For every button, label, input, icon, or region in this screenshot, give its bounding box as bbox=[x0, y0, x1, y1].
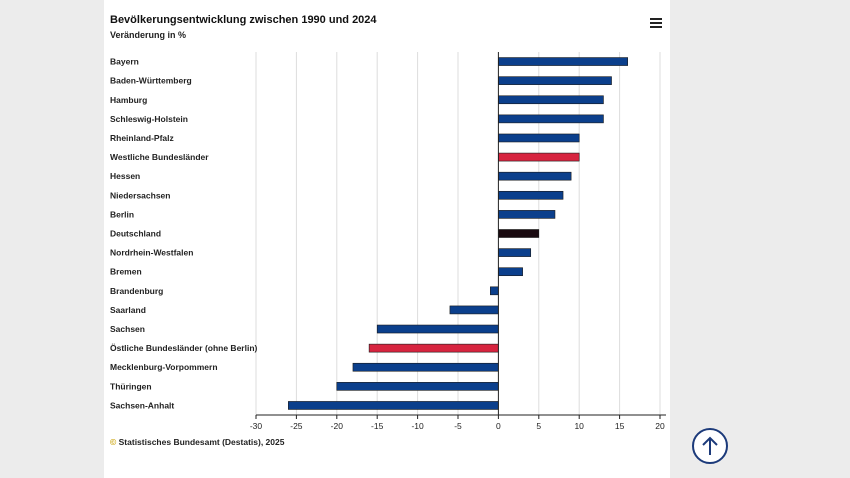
category-label: Baden-Württemberg bbox=[110, 76, 192, 86]
bar bbox=[490, 286, 499, 296]
x-tick-label: 15 bbox=[615, 421, 625, 431]
destatis-logo: © bbox=[110, 437, 117, 447]
x-tick-label: 10 bbox=[574, 421, 584, 431]
chart-title: Bevölkerungsentwicklung zwischen 1990 un… bbox=[110, 14, 377, 26]
category-label: Hessen bbox=[110, 171, 140, 181]
x-tick-label: -30 bbox=[250, 421, 263, 431]
bar bbox=[498, 76, 612, 85]
bar bbox=[368, 343, 499, 353]
x-tick-label: 0 bbox=[496, 421, 501, 431]
x-tick-label: 5 bbox=[536, 421, 541, 431]
hamburger-menu-icon[interactable] bbox=[650, 18, 662, 30]
bar bbox=[498, 57, 628, 66]
bar bbox=[498, 190, 564, 200]
category-label: Bayern bbox=[110, 57, 139, 67]
source-text: Statistisches Bundesamt (Destatis), 2025 bbox=[118, 437, 285, 447]
arrow-up-icon bbox=[702, 436, 718, 455]
bar bbox=[498, 133, 580, 143]
chart-subtitle: Veränderung in % bbox=[110, 30, 187, 40]
bar bbox=[336, 382, 499, 391]
category-label: Bremen bbox=[110, 267, 142, 277]
category-label: Rheinland-Pfalz bbox=[110, 133, 174, 143]
bar bbox=[498, 210, 556, 219]
category-label: Berlin bbox=[110, 209, 134, 219]
category-label: Nordrhein-Westfalen bbox=[110, 248, 193, 258]
category-label: Saarland bbox=[110, 305, 146, 315]
x-tick-label: 20 bbox=[655, 421, 665, 431]
bar bbox=[498, 248, 532, 257]
category-label: Sachsen-Anhalt bbox=[110, 400, 174, 410]
category-label: Niedersachsen bbox=[110, 190, 170, 200]
bar bbox=[498, 267, 523, 277]
bar bbox=[288, 401, 499, 410]
bar bbox=[498, 114, 604, 124]
source-footer: © Statistisches Bundesamt (Destatis), 20… bbox=[110, 437, 284, 447]
x-tick-label: -10 bbox=[411, 421, 424, 431]
bar bbox=[498, 95, 604, 105]
category-label: Hamburg bbox=[110, 95, 147, 105]
category-label: Thüringen bbox=[110, 381, 152, 391]
x-tick-label: -20 bbox=[331, 421, 344, 431]
bar bbox=[498, 171, 572, 181]
category-label: Östliche Bundesländer (ohne Berlin) bbox=[110, 343, 258, 353]
bar bbox=[352, 362, 499, 372]
bar bbox=[498, 152, 580, 162]
category-label: Brandenburg bbox=[110, 286, 163, 296]
bar bbox=[498, 229, 540, 238]
x-tick-label: -25 bbox=[290, 421, 303, 431]
category-label: Schleswig-Holstein bbox=[110, 114, 188, 124]
category-label: Mecklenburg-Vorpommern bbox=[110, 362, 218, 372]
category-label: Deutschland bbox=[110, 229, 161, 239]
category-label: Sachsen bbox=[110, 324, 145, 334]
scroll-to-top-button[interactable] bbox=[692, 428, 728, 464]
x-tick-label: -15 bbox=[371, 421, 384, 431]
x-tick-label: -5 bbox=[454, 421, 462, 431]
bar bbox=[449, 305, 499, 315]
category-label: Westliche Bundesländer bbox=[110, 152, 209, 162]
bar bbox=[376, 324, 499, 334]
